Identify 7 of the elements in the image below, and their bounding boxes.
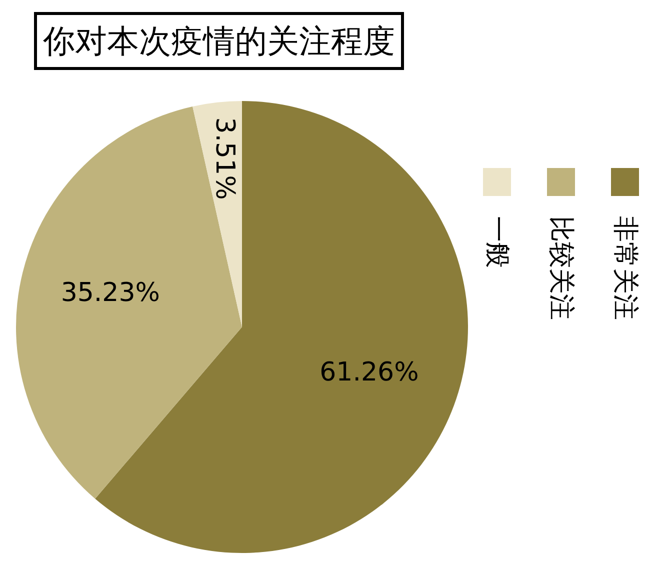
- chart-title: 你对本次疫情的关注程度: [34, 12, 404, 70]
- data-label: 35.23%: [60, 278, 160, 308]
- data-label: 3.51%: [210, 117, 240, 200]
- legend-label: 一般: [482, 216, 512, 268]
- legend-label: 非常关注: [610, 216, 640, 320]
- data-label: 61.26%: [320, 358, 419, 388]
- legend-label: 比较关注: [546, 216, 576, 320]
